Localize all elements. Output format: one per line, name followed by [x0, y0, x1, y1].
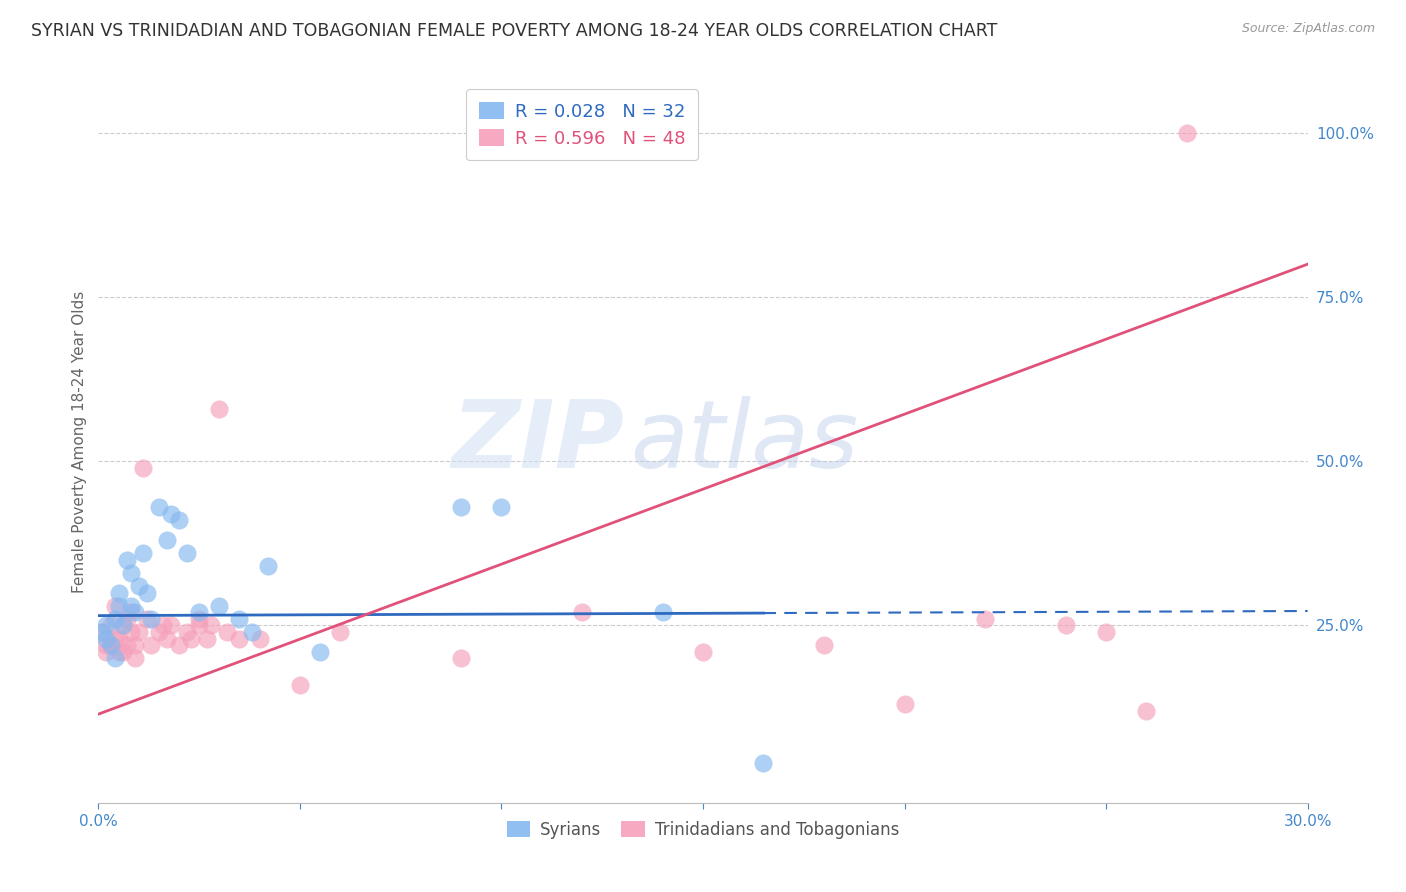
Point: [132, 546, 155, 560]
Point: [115, 612, 138, 626]
Text: SYRIAN VS TRINIDADIAN AND TOBAGONIAN FEMALE POVERTY AMONG 18-24 YEAR OLDS CORREL: SYRIAN VS TRINIDADIAN AND TOBAGONIAN FEM…: [31, 22, 997, 40]
Point: [132, 460, 155, 475]
Point: [103, 599, 125, 613]
Point: [152, 618, 174, 632]
Point: [329, 625, 352, 640]
Point: [156, 533, 179, 547]
Point: [188, 618, 211, 632]
Point: [128, 625, 150, 640]
Point: [103, 651, 125, 665]
Point: [107, 632, 129, 646]
Point: [491, 500, 513, 515]
Point: [135, 612, 157, 626]
Point: [148, 500, 170, 515]
Point: [96, 645, 118, 659]
Point: [893, 698, 915, 712]
Point: [107, 599, 129, 613]
Point: [180, 632, 202, 646]
Point: [160, 507, 183, 521]
Point: [188, 612, 211, 626]
Point: [115, 553, 138, 567]
Point: [124, 651, 146, 665]
Point: [103, 612, 125, 626]
Legend: Syrians, Trinidadians and Tobagonians: Syrians, Trinidadians and Tobagonians: [496, 811, 910, 848]
Point: [111, 618, 134, 632]
Point: [217, 625, 239, 640]
Point: [450, 500, 472, 515]
Point: [91, 625, 114, 640]
Y-axis label: Female Poverty Among 18-24 Year Olds: Female Poverty Among 18-24 Year Olds: [72, 291, 87, 592]
Point: [167, 638, 190, 652]
Point: [139, 612, 162, 626]
Point: [571, 605, 593, 619]
Point: [188, 605, 211, 619]
Point: [1095, 625, 1118, 640]
Point: [692, 645, 714, 659]
Point: [96, 638, 118, 652]
Point: [195, 632, 218, 646]
Point: [107, 645, 129, 659]
Point: [100, 638, 122, 652]
Point: [256, 559, 278, 574]
Point: [974, 612, 997, 626]
Point: [120, 599, 142, 613]
Point: [288, 677, 311, 691]
Point: [148, 625, 170, 640]
Point: [111, 618, 134, 632]
Point: [120, 566, 142, 580]
Point: [135, 585, 157, 599]
Text: atlas: atlas: [630, 396, 859, 487]
Point: [651, 605, 673, 619]
Point: [139, 638, 162, 652]
Point: [228, 612, 250, 626]
Point: [124, 638, 146, 652]
Point: [100, 638, 122, 652]
Point: [176, 625, 198, 640]
Point: [813, 638, 835, 652]
Point: [111, 645, 134, 659]
Point: [176, 546, 198, 560]
Text: Source: ZipAtlas.com: Source: ZipAtlas.com: [1241, 22, 1375, 36]
Point: [1175, 126, 1198, 140]
Point: [100, 618, 122, 632]
Point: [96, 632, 118, 646]
Point: [208, 599, 231, 613]
Point: [228, 632, 250, 646]
Text: ZIP: ZIP: [451, 395, 624, 488]
Point: [120, 625, 142, 640]
Point: [124, 605, 146, 619]
Point: [96, 618, 118, 632]
Point: [120, 605, 142, 619]
Point: [450, 651, 472, 665]
Point: [128, 579, 150, 593]
Point: [160, 618, 183, 632]
Point: [107, 585, 129, 599]
Point: [240, 625, 263, 640]
Point: [249, 632, 271, 646]
Point: [91, 625, 114, 640]
Point: [1054, 618, 1077, 632]
Point: [309, 645, 332, 659]
Point: [752, 756, 775, 771]
Point: [115, 638, 138, 652]
Point: [103, 632, 125, 646]
Point: [167, 513, 190, 527]
Point: [200, 618, 222, 632]
Point: [156, 632, 179, 646]
Point: [1135, 704, 1157, 718]
Point: [208, 401, 231, 416]
